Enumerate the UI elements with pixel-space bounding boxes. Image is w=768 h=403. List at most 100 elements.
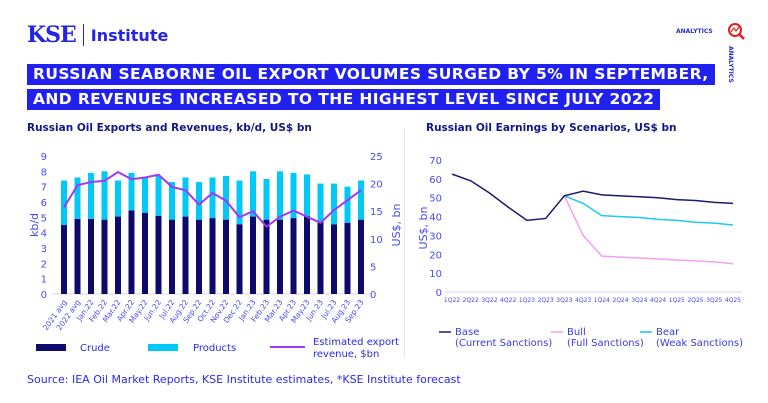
bar-crude [88, 218, 94, 294]
x-tick-label: 1Q22 [444, 297, 460, 304]
legend-swatch-crude [36, 344, 66, 351]
bar-products [344, 186, 351, 223]
bar-products [196, 182, 202, 220]
y-tick-label: 2 [41, 259, 47, 270]
legend-sublabel-base: (Current Sanctions) [455, 338, 552, 349]
y-tick-label: 70 [429, 156, 442, 167]
bar-crude [331, 224, 337, 294]
bar-crude [101, 219, 108, 294]
x-tick-label: 2Q23 [538, 297, 554, 304]
x-tick-label: 3Q24 [631, 297, 647, 304]
legend-label-products: Products [193, 343, 236, 354]
legend-label-line: revenue, $bn [313, 349, 379, 360]
x-tick-label: 4Q25 [725, 297, 741, 304]
y2-axis-label: US$, bn [390, 203, 403, 246]
y-tick-label: 7 [41, 183, 47, 194]
y2-tick-label: 25 [370, 152, 383, 163]
legend-sublabel-bull: (Full Sanctions) [567, 338, 644, 349]
bar-products [155, 175, 162, 216]
bar-crude [74, 218, 81, 294]
bar-crude [128, 210, 135, 294]
y-tick-label: 3 [41, 244, 47, 255]
bar-products [128, 172, 135, 211]
x-tick-label: 3Q23 [556, 297, 572, 304]
logo-divider [82, 24, 84, 46]
bar-products [250, 171, 256, 217]
bar-crude [317, 221, 324, 294]
legend-label-bear: Bear [656, 327, 680, 338]
headline-line-2: AND REVENUES INCREASED TO THE HIGHEST LE… [27, 89, 661, 110]
bar-products [223, 175, 229, 220]
line-bull [563, 195, 734, 265]
legend-label-bull: Bull [567, 327, 586, 338]
legend-swatch-products [148, 344, 178, 351]
y-tick-label: 10 [429, 269, 442, 280]
bar-products [304, 174, 310, 216]
bar-products [182, 177, 189, 217]
x-tick-label: 3Q25 [706, 297, 722, 304]
bar-products [88, 172, 94, 219]
bar-crude [304, 215, 310, 294]
y-tick-label: 30 [429, 231, 442, 242]
bar-crude [196, 219, 202, 294]
bar-crude [223, 219, 229, 294]
bar-crude [263, 219, 270, 294]
left-chart-title: Russian Oil Exports and Revenues, kb/d, … [27, 122, 312, 134]
line-base [451, 173, 734, 222]
bar-crude [236, 224, 243, 294]
legend-label-revenue: Estimated export revenue, $bn [313, 337, 399, 360]
bar-products [290, 172, 297, 219]
bar-products [101, 171, 108, 220]
bar-crude [142, 212, 148, 294]
y-tick-label: 20 [429, 250, 442, 261]
legend-label-crude: Crude [80, 343, 110, 354]
bar-crude [344, 222, 351, 294]
bar-products [142, 177, 148, 213]
bar-products [169, 182, 175, 220]
headline-line-1: RUSSIAN SEABORNE OIL EXPORT VOLUMES SURG… [27, 64, 715, 85]
bar-products [115, 180, 121, 217]
y2-tick-label: 15 [370, 207, 383, 218]
x-tick-label: 1Q25 [669, 297, 685, 304]
y2-tick-label: 10 [370, 235, 383, 246]
bar-crude [169, 219, 175, 294]
x-tick-label: 2Q22 [463, 297, 479, 304]
x-tick-label: 1Q23 [519, 297, 535, 304]
y-tick-label: 9 [41, 152, 47, 163]
bar-products [61, 180, 67, 225]
bar-products [317, 183, 324, 222]
bar-crude [182, 216, 189, 294]
bar-crude [115, 216, 121, 294]
bar-products [263, 179, 270, 220]
y2-tick-label: 20 [370, 180, 383, 191]
y-tick-label: 0 [436, 288, 442, 299]
y-axis-label: kb/d [28, 213, 41, 237]
y2-tick-label: 0 [370, 290, 376, 301]
y-tick-label: 8 [41, 167, 47, 178]
y2-tick-label: 5 [370, 262, 376, 273]
x-tick-label: 4Q24 [650, 297, 666, 304]
bar-products [209, 177, 216, 219]
x-tick-label: 2Q24 [613, 297, 629, 304]
bar-crude [155, 215, 162, 294]
bar-crude [277, 219, 283, 294]
y-tick-label: 5 [41, 213, 47, 224]
y-tick-label: 4 [41, 229, 47, 240]
source-note: Source: IEA Oil Market Reports, KSE Inst… [27, 373, 461, 386]
legend-label-line: Estimated export [313, 337, 399, 348]
y-tick-label: 6 [41, 198, 47, 209]
logo-text: KSE [27, 22, 77, 48]
bar-crude [209, 218, 216, 294]
bar-crude [358, 219, 364, 294]
bar-crude [250, 216, 256, 294]
divider [404, 128, 405, 358]
legend-label-base: Base [455, 327, 479, 338]
y-tick-label: 40 [429, 213, 442, 224]
bar-products [358, 180, 364, 220]
y-tick-label: 60 [429, 175, 442, 186]
x-tick-label: 4Q23 [575, 297, 591, 304]
y-tick-label: 0 [41, 290, 47, 301]
x-tick-label: 3Q22 [481, 297, 497, 304]
